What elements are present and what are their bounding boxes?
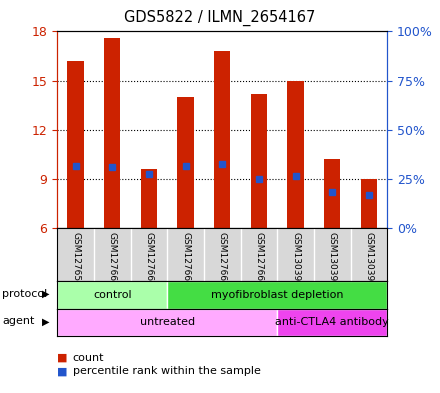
- Text: anti-CTLA4 antibody: anti-CTLA4 antibody: [275, 317, 389, 327]
- Text: GSM1276604: GSM1276604: [254, 232, 264, 293]
- Bar: [167, 281, 387, 309]
- Text: GSM1303942: GSM1303942: [364, 232, 374, 293]
- Bar: [57, 309, 277, 336]
- Text: GSM1276603: GSM1276603: [218, 232, 227, 293]
- Text: GSM1276599: GSM1276599: [71, 232, 80, 293]
- Bar: [141, 169, 157, 228]
- Text: GSM1303941: GSM1303941: [328, 232, 337, 293]
- Bar: [67, 61, 84, 228]
- Text: agent: agent: [2, 316, 35, 327]
- Text: GDS5822 / ILMN_2654167: GDS5822 / ILMN_2654167: [125, 10, 315, 26]
- Text: protocol: protocol: [2, 289, 48, 299]
- Bar: [287, 81, 304, 228]
- Bar: [324, 159, 341, 228]
- Bar: [251, 94, 267, 228]
- Text: GSM1303940: GSM1303940: [291, 232, 300, 293]
- Bar: [214, 51, 231, 228]
- Text: ▶: ▶: [42, 316, 50, 327]
- Text: myofibroblast depletion: myofibroblast depletion: [211, 290, 344, 300]
- Text: ▶: ▶: [42, 289, 50, 299]
- Bar: [177, 97, 194, 228]
- Text: percentile rank within the sample: percentile rank within the sample: [73, 366, 260, 376]
- Text: GSM1276602: GSM1276602: [181, 232, 190, 293]
- Text: count: count: [73, 353, 104, 363]
- Bar: [57, 281, 167, 309]
- Bar: [277, 309, 387, 336]
- Text: GSM1276600: GSM1276600: [108, 232, 117, 293]
- Text: untreated: untreated: [139, 317, 195, 327]
- Text: control: control: [93, 290, 132, 300]
- Bar: [104, 38, 121, 228]
- Text: GSM1276601: GSM1276601: [144, 232, 154, 293]
- Text: ■: ■: [57, 353, 68, 363]
- Bar: [361, 179, 377, 228]
- Text: ■: ■: [57, 366, 68, 376]
